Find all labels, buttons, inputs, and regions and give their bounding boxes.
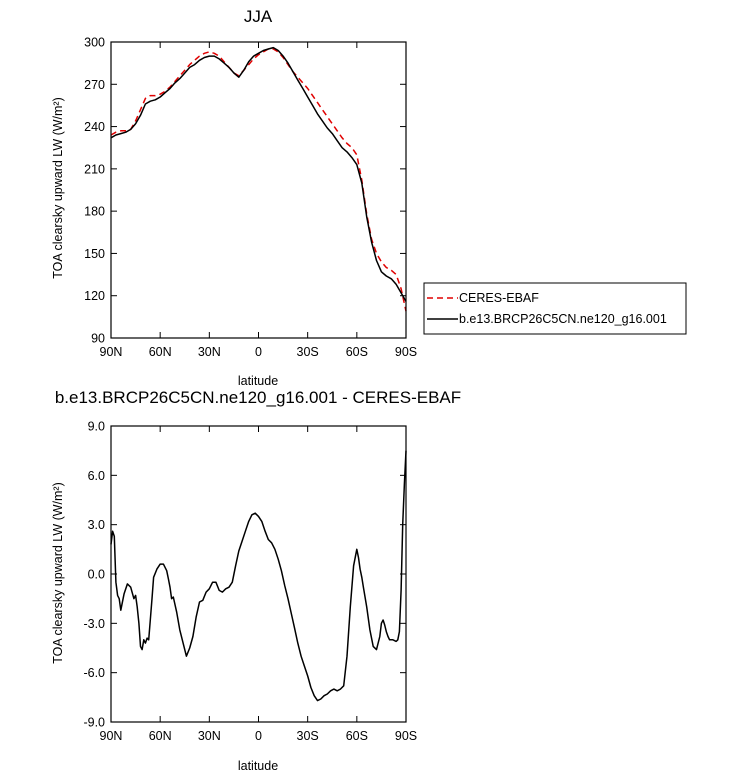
top-chart-frame [110, 41, 407, 339]
y-tick-label: 270 [84, 78, 105, 92]
y-tick-label: 120 [84, 289, 105, 303]
series-line-difference [110, 450, 407, 702]
series-line-b-e13-brcp26c5cn-ne120-g16-001 [110, 46, 407, 302]
y-tick-label: -9.0 [83, 716, 105, 730]
x-tick-label: 30N [198, 729, 221, 743]
x-tick-label: 60N [149, 729, 172, 743]
x-tick-label: 90N [100, 345, 123, 359]
x-tick-label: 90S [395, 345, 417, 359]
top-chart-title: JJA [244, 7, 273, 26]
top-chart-ylabel: TOA clearsky upward LW (W/m²) [51, 97, 65, 279]
bottom-chart-ticks: 90N 60N 30N 0 30S 60S 90S -9.0 -6.0 -3.0 0.0 3.0 6.0… [83, 420, 417, 744]
x-tick-label: 30S [297, 729, 319, 743]
bottom-chart-lines [110, 450, 407, 702]
top-chart-ticks: 90N 60N 30N 0 30S 60S 90S 90 120 150 180 210 240 270 3… [84, 36, 417, 360]
y-tick-label: 240 [84, 120, 105, 134]
x-tick-label: 0 [255, 345, 262, 359]
y-tick-label: 9.0 [88, 420, 105, 434]
legend-box [423, 282, 687, 335]
legend-label-ceres: CERES-EBAF [459, 291, 539, 305]
y-tick-label: 90 [91, 332, 105, 346]
bottom-chart-ylabel: TOA clearsky upward LW (W/m²) [51, 482, 65, 664]
x-tick-label: 30N [198, 345, 221, 359]
x-tick-label: 60S [346, 345, 368, 359]
series-line-ceres-ebaf [110, 48, 407, 312]
bottom-chart-title: b.e13.BRCP26C5CN.ne120_g16.001 - CERES-E… [55, 388, 461, 407]
top-chart-xlabel: latitude [238, 374, 278, 388]
top-chart-lines [110, 46, 407, 312]
legend: CERES-EBAF b.e13.BRCP26C5CN.ne120_g16.00… [423, 282, 687, 335]
y-tick-label: 3.0 [88, 518, 105, 532]
legend-label-model: b.e13.BRCP26C5CN.ne120_g16.001 [459, 312, 667, 326]
y-tick-label: 6.0 [88, 469, 105, 483]
x-tick-label: 90N [100, 729, 123, 743]
bottom-chart-frame [110, 425, 407, 723]
y-tick-label: 150 [84, 247, 105, 261]
y-tick-label: -3.0 [83, 617, 105, 631]
y-tick-label: 180 [84, 205, 105, 219]
y-tick-label: 300 [84, 36, 105, 50]
x-tick-label: 60N [149, 345, 172, 359]
y-tick-label: 0.0 [88, 568, 105, 582]
bottom-chart: b.e13.BRCP26C5CN.ne120_g16.001 - CERES-E… [51, 388, 461, 773]
x-tick-label: 90S [395, 729, 417, 743]
x-tick-label: 60S [346, 729, 368, 743]
top-chart: JJA TOA clearsky upward LW (W/m²) latitu… [51, 7, 687, 388]
bottom-chart-xlabel: latitude [238, 759, 278, 773]
y-tick-label: -6.0 [83, 666, 105, 680]
x-tick-label: 0 [255, 729, 262, 743]
y-tick-label: 210 [84, 162, 105, 176]
x-tick-label: 30S [297, 345, 319, 359]
